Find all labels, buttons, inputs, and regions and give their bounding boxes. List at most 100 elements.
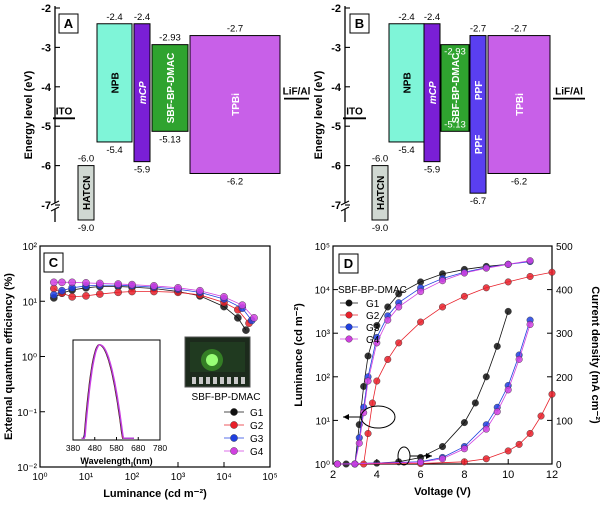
current-point-g1	[493, 342, 501, 350]
y-tick-label: -7	[41, 200, 51, 212]
y-tick-label: -3	[41, 42, 51, 54]
luminance-point-g2	[504, 278, 512, 286]
data-point-g1	[234, 314, 242, 322]
inset-spectrum-g4	[81, 344, 134, 439]
y-right-tick-label: 100	[556, 416, 573, 427]
luminance-point-g2	[395, 339, 403, 347]
legend-swatch-g4	[230, 447, 238, 455]
x-tick-label: 2	[330, 469, 336, 481]
electrode-label-ito: ITO	[346, 106, 363, 117]
level-label-bottom-hatcn: -9.0	[372, 223, 388, 234]
axis-break-mark	[340, 200, 350, 206]
data-point-g4	[150, 282, 158, 290]
y-tick-label: -7	[331, 200, 341, 212]
legend-label-g1: G1	[366, 299, 380, 310]
electrode-label-lif: LiF/Al	[555, 87, 583, 98]
current-point-g2	[526, 429, 534, 437]
current-point-g4	[417, 458, 425, 466]
data-point-g4	[58, 278, 66, 287]
layer-hatcn	[77, 165, 95, 221]
luminance-point-g4	[355, 439, 363, 447]
layer-hatcn	[371, 165, 389, 221]
current-point-g4	[526, 320, 534, 328]
level-label-top-mcp: -2.4	[134, 12, 150, 23]
current-point-g4	[493, 408, 501, 416]
layer-label-npb: NPB	[403, 72, 414, 93]
panel-letter-box	[58, 13, 79, 34]
y-right-tick-label: 400	[556, 286, 573, 297]
level-label-bottom-mcp: -5.9	[424, 165, 440, 176]
luminance-point-g2	[384, 355, 392, 363]
x-tick-label: 10	[502, 469, 514, 481]
luminance-point-g1	[364, 352, 372, 360]
y-tick-label: 10⁰	[315, 460, 330, 471]
y-right-tick-label: 200	[556, 373, 573, 384]
data-point-g4	[220, 293, 228, 301]
current-point-g1	[460, 419, 468, 427]
layer-label-ppf: PPF	[474, 81, 485, 100]
data-point-g4	[238, 301, 247, 309]
device-contact-pad	[234, 377, 238, 384]
x-tick-label: 10⁴	[216, 472, 231, 483]
current-point-g4	[333, 460, 341, 468]
current-point-g1	[471, 399, 479, 407]
current-point-g4	[482, 425, 490, 433]
luminance-point-g4	[439, 277, 447, 285]
luminance-line-g4	[337, 260, 531, 465]
x-tick-label: 6	[418, 469, 424, 481]
y-tick-label: 10⁻¹	[17, 408, 37, 419]
level-label-bottom-mcp: -5.9	[134, 165, 150, 176]
y-right-tick-label: 500	[556, 242, 573, 253]
level-label-bottom-npb: -5.4	[398, 145, 414, 156]
plot-frame	[332, 245, 553, 465]
current-point-g4	[439, 455, 447, 463]
data-point-g4	[68, 278, 76, 287]
y-tick-label: 10⁴	[315, 286, 330, 297]
level-label-top-tpbi: -2.7	[511, 24, 527, 35]
device-photo-glass	[190, 342, 245, 372]
level-label-top-ppf: -2.7	[470, 24, 486, 35]
panel-c: 10⁰ 10¹ 10² 10³ 10⁴ 10⁵ 10⁻² 10⁻¹ 10⁰ 10¹ 10² Lumin…	[3, 242, 278, 500]
current-point-g2	[515, 440, 523, 448]
layer-label-npb: NPB	[111, 72, 122, 93]
inset-x-tick-label: 680	[131, 443, 145, 453]
layer-label-sbf-bp-dmac: SBF-BP-DMAC	[451, 53, 462, 124]
data-point-g4	[114, 280, 122, 288]
luminance-point-g2	[460, 292, 468, 300]
luminance-point-g1	[417, 278, 425, 286]
level-label-top-mcp: -2.4	[424, 12, 440, 23]
legend-swatch-g1	[345, 299, 353, 307]
x-tick-label: 4	[374, 469, 380, 481]
layer-tpbi	[189, 35, 281, 174]
y-axis-label: External quantum efficiency (%)	[3, 273, 15, 440]
axis-break-mark	[50, 206, 60, 212]
luminance-point-g2	[526, 272, 534, 280]
inset-x-tick-label: 580	[109, 443, 123, 453]
panel-letter-box	[338, 253, 359, 274]
layer-mcp	[423, 23, 441, 163]
layer-label-hatcn: HATCN	[376, 176, 387, 210]
layer-label-mcp: mCP	[428, 81, 439, 104]
current-point-g1	[439, 443, 447, 451]
axis-break-mark	[50, 200, 60, 206]
panel-letter-box	[349, 13, 370, 34]
device-contact-pad	[199, 377, 203, 384]
data-point-g4	[96, 279, 104, 288]
panel-letter: D	[344, 256, 353, 271]
y-axis-label: Luminance (cd m⁻²)	[293, 303, 305, 407]
layer-label-mcp: mCP	[138, 81, 149, 104]
y-tick-label: -2	[41, 3, 51, 15]
layer-sbf-bp-dmac	[440, 44, 470, 132]
x-tick-label: 10²	[125, 472, 140, 483]
y-tick-label: 10²	[23, 242, 38, 253]
legend-swatch-g2	[230, 421, 238, 429]
x-tick-label: 10³	[171, 472, 186, 483]
y-right-axis-label: Current density (mA cm⁻²)	[589, 286, 600, 424]
legend-swatch-g2	[345, 311, 353, 319]
data-point-g4	[174, 284, 182, 292]
current-point-g4	[460, 445, 468, 453]
y-tick-label: 10⁰	[22, 353, 37, 364]
layer-mcp	[133, 23, 151, 163]
luminance-point-g4	[373, 339, 381, 347]
